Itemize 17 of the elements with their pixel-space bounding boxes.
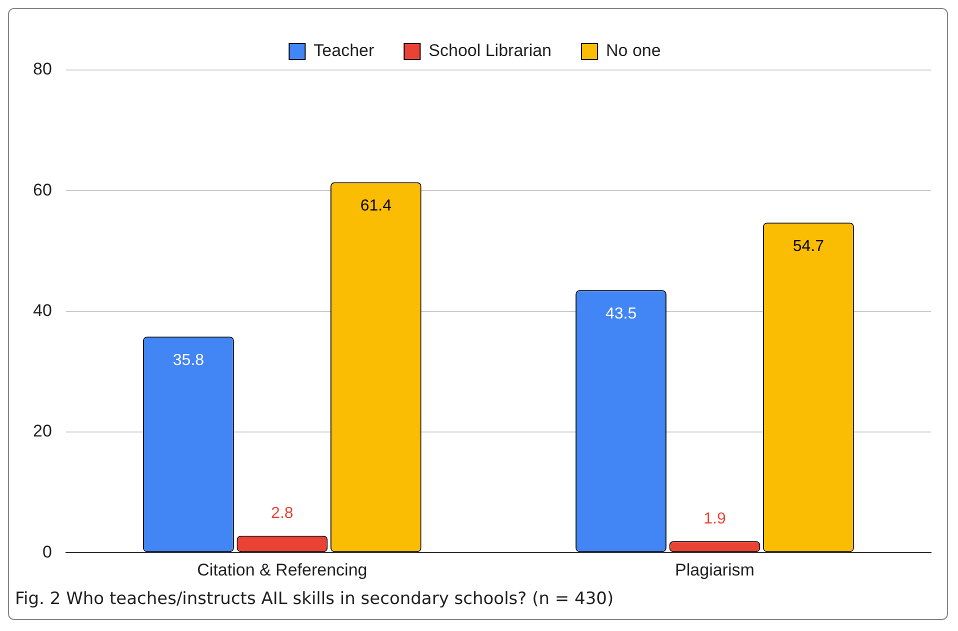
legend-label: No one (606, 41, 661, 60)
y-tick-label: 0 (42, 542, 52, 562)
data-label: 43.5 (605, 306, 637, 323)
x-tick-label: Citation & Referencing (197, 560, 368, 580)
caption: Fig. 2 Who teaches/instructs AIL skills in secondary schools? (n = 430) (14, 589, 615, 609)
data-label: 1.9 (704, 510, 726, 528)
data-label: 2.8 (271, 505, 294, 522)
y-tick-label: 20 (32, 422, 52, 441)
y-tick-label: 80 (32, 60, 52, 79)
x-tick-label: Plagiarism (675, 560, 754, 580)
data-label: 35.8 (172, 352, 204, 370)
data-label: 61.4 (360, 198, 392, 215)
y-tick-label: 40 (32, 300, 52, 320)
legend-label: School Librarian (428, 41, 552, 60)
y-tick-label: 60 (32, 180, 52, 200)
legend-label: Teacher (314, 41, 374, 60)
data-label: 54.7 (792, 238, 824, 256)
